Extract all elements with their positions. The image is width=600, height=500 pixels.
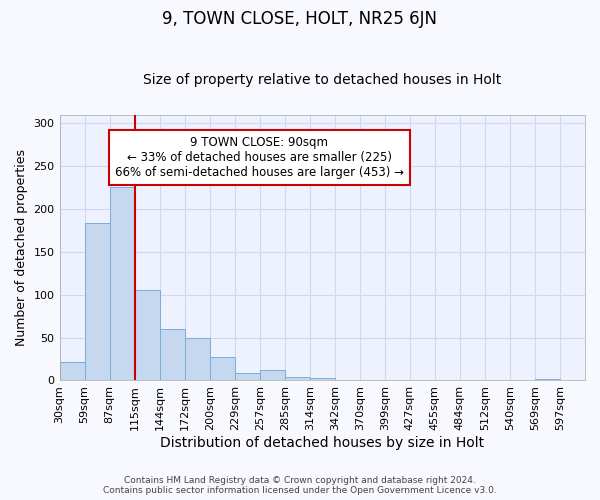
Bar — [260, 370, 285, 380]
Bar — [235, 372, 260, 380]
Bar — [535, 378, 560, 380]
Bar — [59, 362, 85, 380]
Title: Size of property relative to detached houses in Holt: Size of property relative to detached ho… — [143, 73, 502, 87]
Bar — [209, 358, 235, 380]
Bar — [110, 188, 134, 380]
Y-axis label: Number of detached properties: Number of detached properties — [15, 149, 28, 346]
Text: 9, TOWN CLOSE, HOLT, NR25 6JN: 9, TOWN CLOSE, HOLT, NR25 6JN — [163, 10, 437, 28]
X-axis label: Distribution of detached houses by size in Holt: Distribution of detached houses by size … — [160, 436, 484, 450]
Bar — [310, 378, 335, 380]
Bar — [285, 377, 310, 380]
Bar — [160, 329, 185, 380]
Text: 9 TOWN CLOSE: 90sqm
← 33% of detached houses are smaller (225)
66% of semi-detac: 9 TOWN CLOSE: 90sqm ← 33% of detached ho… — [115, 136, 404, 179]
Bar — [85, 222, 110, 380]
Bar — [134, 290, 160, 380]
Text: Contains HM Land Registry data © Crown copyright and database right 2024.
Contai: Contains HM Land Registry data © Crown c… — [103, 476, 497, 495]
Bar — [185, 338, 209, 380]
